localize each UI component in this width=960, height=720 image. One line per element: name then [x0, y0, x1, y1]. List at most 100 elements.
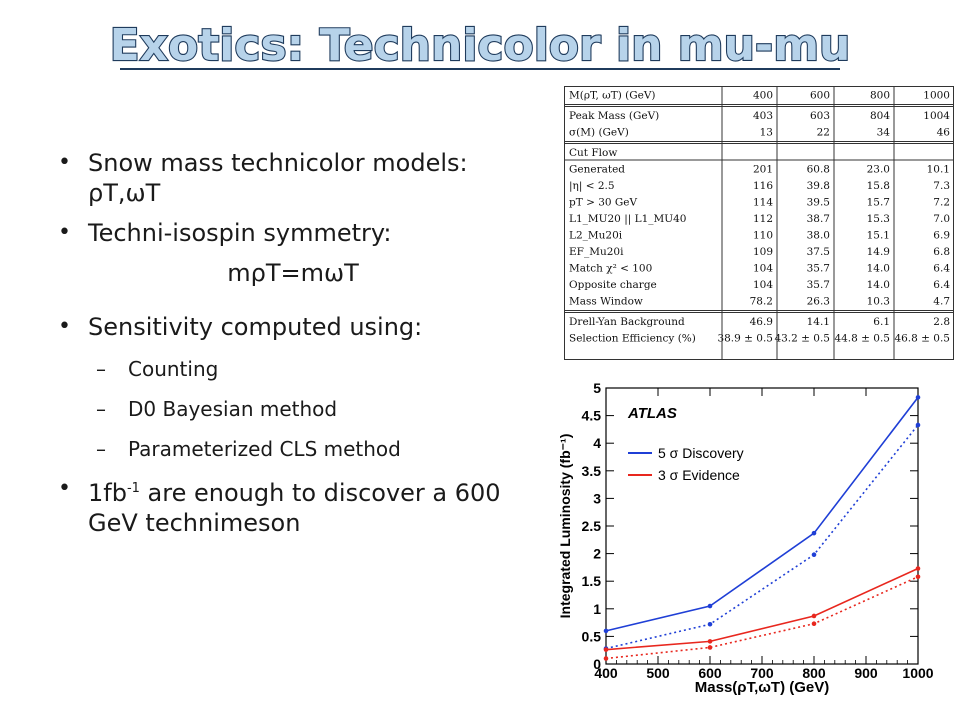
table-row-cell: 46.9 — [750, 316, 773, 328]
table-section-label-cell: Cut Flow — [569, 147, 617, 159]
y-tick-label: 1.5 — [582, 573, 602, 589]
table-row-cell: 6.8 — [933, 246, 950, 258]
table-row-cell: Drell-Yan Background — [569, 316, 685, 328]
y-tick-label: 5 — [593, 380, 601, 396]
table-row-cell: 35.7 — [807, 279, 830, 291]
x-tick-label: 500 — [646, 665, 670, 681]
data-point — [915, 422, 921, 428]
data-point — [811, 530, 817, 536]
table-row-cell: Selection Efficiency (%) — [569, 333, 696, 345]
y-tick-label: 0 — [593, 656, 601, 672]
y-tick-label: 4.5 — [582, 408, 602, 424]
sub-bullet-cls: – Parameterized CLS method — [96, 437, 401, 461]
data-point — [707, 621, 713, 627]
table-row-cell: 603 — [810, 110, 830, 122]
table-row-cell: 39.8 — [807, 180, 830, 192]
table-row-cell: 15.3 — [867, 213, 890, 225]
table-row-cell: Opposite charge — [569, 279, 657, 291]
sub-bullet-counting-text: Counting — [128, 357, 219, 381]
table-row-cell: |η| < 2.5 — [569, 180, 615, 193]
table-row-cell: 1004 — [923, 110, 950, 122]
table-row-cell: 403 — [753, 110, 773, 122]
x-tick-label: 400 — [594, 665, 618, 681]
table-row-cell: 14.1 — [807, 316, 830, 328]
table-row-cell: 60.8 — [807, 164, 830, 176]
sub-bullet-counting: – Counting — [96, 357, 219, 381]
table-row-cell: 39.5 — [807, 197, 830, 209]
table-row-cell: Match χ² < 100 — [569, 263, 652, 275]
y-tick-label: 3 — [593, 490, 601, 506]
table-row-cell: 14.9 — [867, 246, 890, 258]
sub-bullet-bayesian-text: D0 Bayesian method — [128, 397, 338, 421]
x-tick-label: 800 — [802, 665, 826, 681]
y-tick-label: 0.5 — [582, 628, 602, 644]
data-point — [707, 645, 713, 650]
bullet-isospin: • Techni-isospin symmetry: — [58, 219, 392, 247]
x-tick-label: 1000 — [902, 665, 933, 681]
table-row-cell: 37.5 — [807, 246, 830, 258]
bullet-models-text: Snow mass technicolor models: — [88, 149, 468, 177]
table-row-cell: 114 — [753, 197, 773, 209]
table-row-cell: 2.8 — [933, 316, 950, 328]
data-point — [915, 566, 921, 571]
table-row-cell: 46 — [937, 127, 951, 139]
table-header-cell: 1000 — [923, 90, 950, 102]
table-row-cell: Peak Mass (GeV) — [569, 110, 659, 122]
series-line — [605, 424, 919, 650]
table-row-cell: 10.3 — [867, 296, 890, 308]
table-row-cell: 109 — [753, 246, 773, 258]
table-row-cell: 78.2 — [750, 296, 773, 308]
table-row-cell: 10.1 — [927, 164, 950, 176]
bullet-conclusion-sup: -1 — [126, 481, 140, 496]
table-row-cell: 7.0 — [933, 213, 950, 225]
y-tick-label: 3.5 — [582, 463, 602, 479]
table-row-cell: 14.0 — [867, 263, 890, 275]
y-axis-label: Integrated Luminosity (fb⁻¹) — [557, 434, 573, 619]
table-border — [564, 86, 954, 360]
table-header-cell: 800 — [870, 90, 890, 102]
table-row-cell: Mass Window — [569, 296, 643, 308]
data-point — [603, 647, 609, 652]
table-row-cell: 14.0 — [867, 279, 890, 291]
table-row-cell: 38.9 ± 0.5 — [717, 333, 773, 345]
bullet-conclusion-pre: 1fb — [88, 479, 127, 507]
table-row-cell: 6.4 — [933, 279, 950, 291]
table-row-cell: 26.3 — [807, 296, 830, 308]
y-tick-label: 2.5 — [582, 518, 602, 534]
y-tick-label: 2 — [593, 546, 601, 562]
cutflow-table: M(ρT, ωT) (GeV) 400 600 800 1000 Peak Mass (G… — [564, 86, 954, 360]
x-tick-label: 700 — [750, 665, 774, 681]
table-row-cell: 38.0 — [807, 230, 830, 242]
x-axis-label: Mass(ρT,ωT) (GeV) — [695, 679, 829, 696]
table-row-cell: EF_Mu20i — [569, 246, 624, 258]
table-header-cell: 600 — [810, 90, 830, 102]
series-line — [605, 396, 919, 632]
table-row-cell: 46.8 ± 0.5 — [894, 333, 950, 345]
table-row-cell: 43.2 ± 0.5 — [774, 333, 830, 345]
table-row-cell: 15.8 — [867, 180, 890, 192]
series-line — [605, 567, 919, 651]
bullet-sensitivity: • Sensitivity computed using: — [58, 313, 423, 341]
data-point — [603, 628, 609, 634]
table-row-cell: 4.7 — [933, 296, 950, 308]
bullet-list: • Snow mass technicolor models: ρT,ωT • Te… — [58, 148, 528, 538]
table-row-cell: 23.0 — [867, 164, 890, 176]
table-row-cell: 804 — [870, 110, 890, 122]
data-point — [915, 395, 921, 400]
data-point — [811, 621, 817, 627]
table-row-cell: 116 — [753, 180, 773, 192]
table-header-cell: 400 — [753, 90, 773, 102]
slide-title-graphic: Exotics: Technicolor in mu-mu — [109, 19, 852, 72]
table-row-cell: 22 — [817, 127, 830, 139]
table-row-cell: 44.8 ± 0.5 — [834, 333, 890, 345]
table-row-cell: 6.4 — [933, 263, 950, 275]
slide-title: Exotics: Technicolor in mu-mu — [110, 20, 851, 71]
table-header-cell: M(ρT, ωT) (GeV) — [569, 90, 656, 102]
data-point — [707, 603, 713, 609]
data-point — [915, 574, 921, 580]
table-row-cell: 6.9 — [933, 230, 950, 242]
mass-equation: mρT=mωT — [227, 259, 359, 287]
atlas-label: ATLAS — [627, 405, 677, 422]
table-row-cell: 6.1 — [873, 316, 890, 328]
table-row-cell: pT > 30 GeV — [569, 197, 637, 209]
